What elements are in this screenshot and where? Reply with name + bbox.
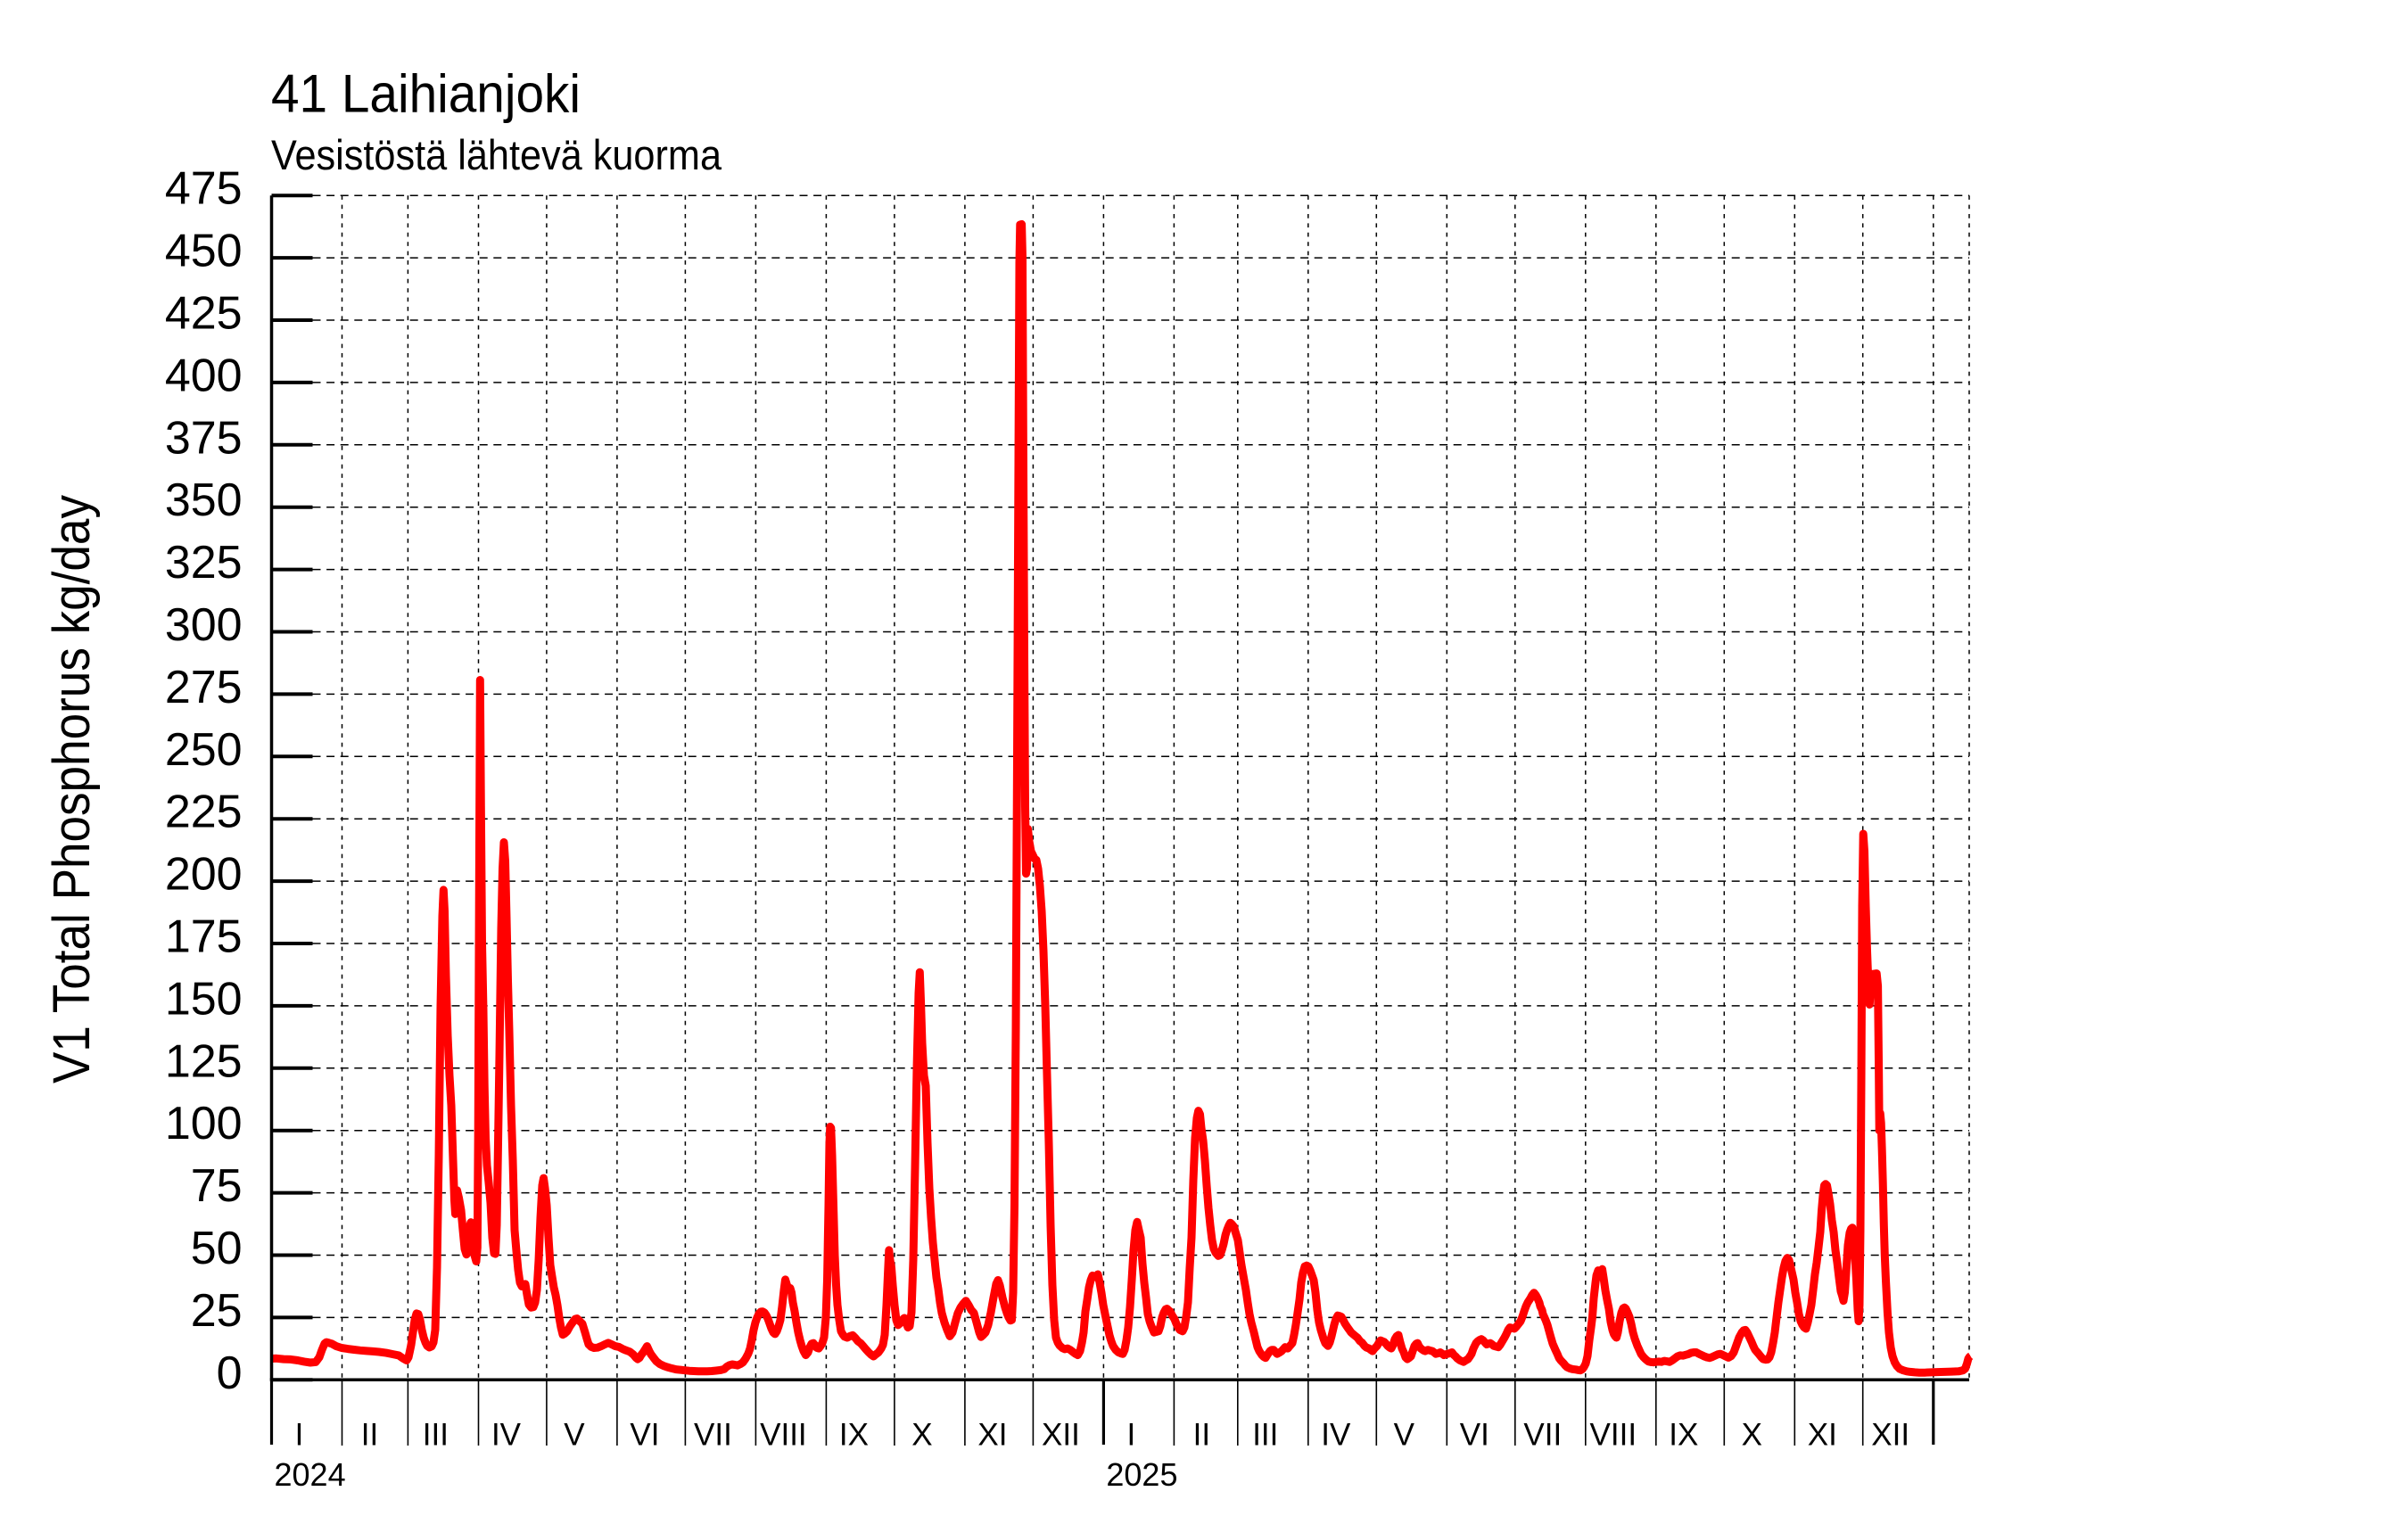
svg-text:475: 475 <box>165 163 243 215</box>
svg-text:450: 450 <box>165 226 243 277</box>
svg-text:X: X <box>1742 1418 1762 1453</box>
svg-text:50: 50 <box>191 1223 243 1274</box>
svg-text:150: 150 <box>165 973 243 1025</box>
svg-text:VII: VII <box>694 1418 732 1453</box>
svg-text:III: III <box>1252 1418 1278 1453</box>
svg-text:Vesistöstä lähtevä kuorma: Vesistöstä lähtevä kuorma <box>271 131 722 178</box>
svg-text:XI: XI <box>977 1418 1007 1453</box>
svg-text:I: I <box>1127 1418 1136 1453</box>
svg-text:XI: XI <box>1808 1418 1837 1453</box>
svg-text:V: V <box>564 1418 585 1453</box>
svg-text:VI: VI <box>1460 1418 1489 1453</box>
svg-text:II: II <box>1193 1418 1210 1453</box>
svg-text:VI: VI <box>630 1418 659 1453</box>
svg-text:III: III <box>423 1418 449 1453</box>
svg-text:325: 325 <box>165 537 243 589</box>
svg-text:IV: IV <box>491 1418 522 1453</box>
svg-text:XII: XII <box>1042 1418 1080 1453</box>
svg-text:VII: VII <box>1523 1418 1562 1453</box>
svg-text:225: 225 <box>165 787 243 838</box>
svg-text:275: 275 <box>165 662 243 713</box>
svg-text:X: X <box>911 1418 932 1453</box>
svg-text:I: I <box>295 1418 304 1453</box>
svg-text:IX: IX <box>1669 1418 1698 1453</box>
svg-text:125: 125 <box>165 1035 243 1087</box>
svg-text:0: 0 <box>217 1347 243 1399</box>
svg-text:350: 350 <box>165 474 243 526</box>
svg-text:V1 Total Phosphorus kg/day: V1 Total Phosphorus kg/day <box>43 495 101 1083</box>
svg-text:IV: IV <box>1321 1418 1351 1453</box>
svg-text:250: 250 <box>165 724 243 776</box>
svg-text:XII: XII <box>1871 1418 1909 1453</box>
svg-text:425: 425 <box>165 288 243 340</box>
svg-text:300: 300 <box>165 599 243 651</box>
svg-text:VIII: VIII <box>760 1418 807 1453</box>
svg-text:25: 25 <box>191 1285 243 1337</box>
svg-text:2024: 2024 <box>275 1456 346 1493</box>
svg-text:2025: 2025 <box>1106 1456 1177 1493</box>
svg-text:V: V <box>1394 1418 1415 1453</box>
svg-text:200: 200 <box>165 849 243 901</box>
svg-text:IX: IX <box>839 1418 869 1453</box>
svg-text:75: 75 <box>191 1160 243 1212</box>
svg-text:100: 100 <box>165 1098 243 1149</box>
svg-text:41 Laihianjoki: 41 Laihianjoki <box>271 64 581 124</box>
svg-text:VIII: VIII <box>1590 1418 1637 1453</box>
svg-text:400: 400 <box>165 350 243 401</box>
svg-text:175: 175 <box>165 911 243 963</box>
svg-text:375: 375 <box>165 412 243 464</box>
svg-text:II: II <box>361 1418 378 1453</box>
